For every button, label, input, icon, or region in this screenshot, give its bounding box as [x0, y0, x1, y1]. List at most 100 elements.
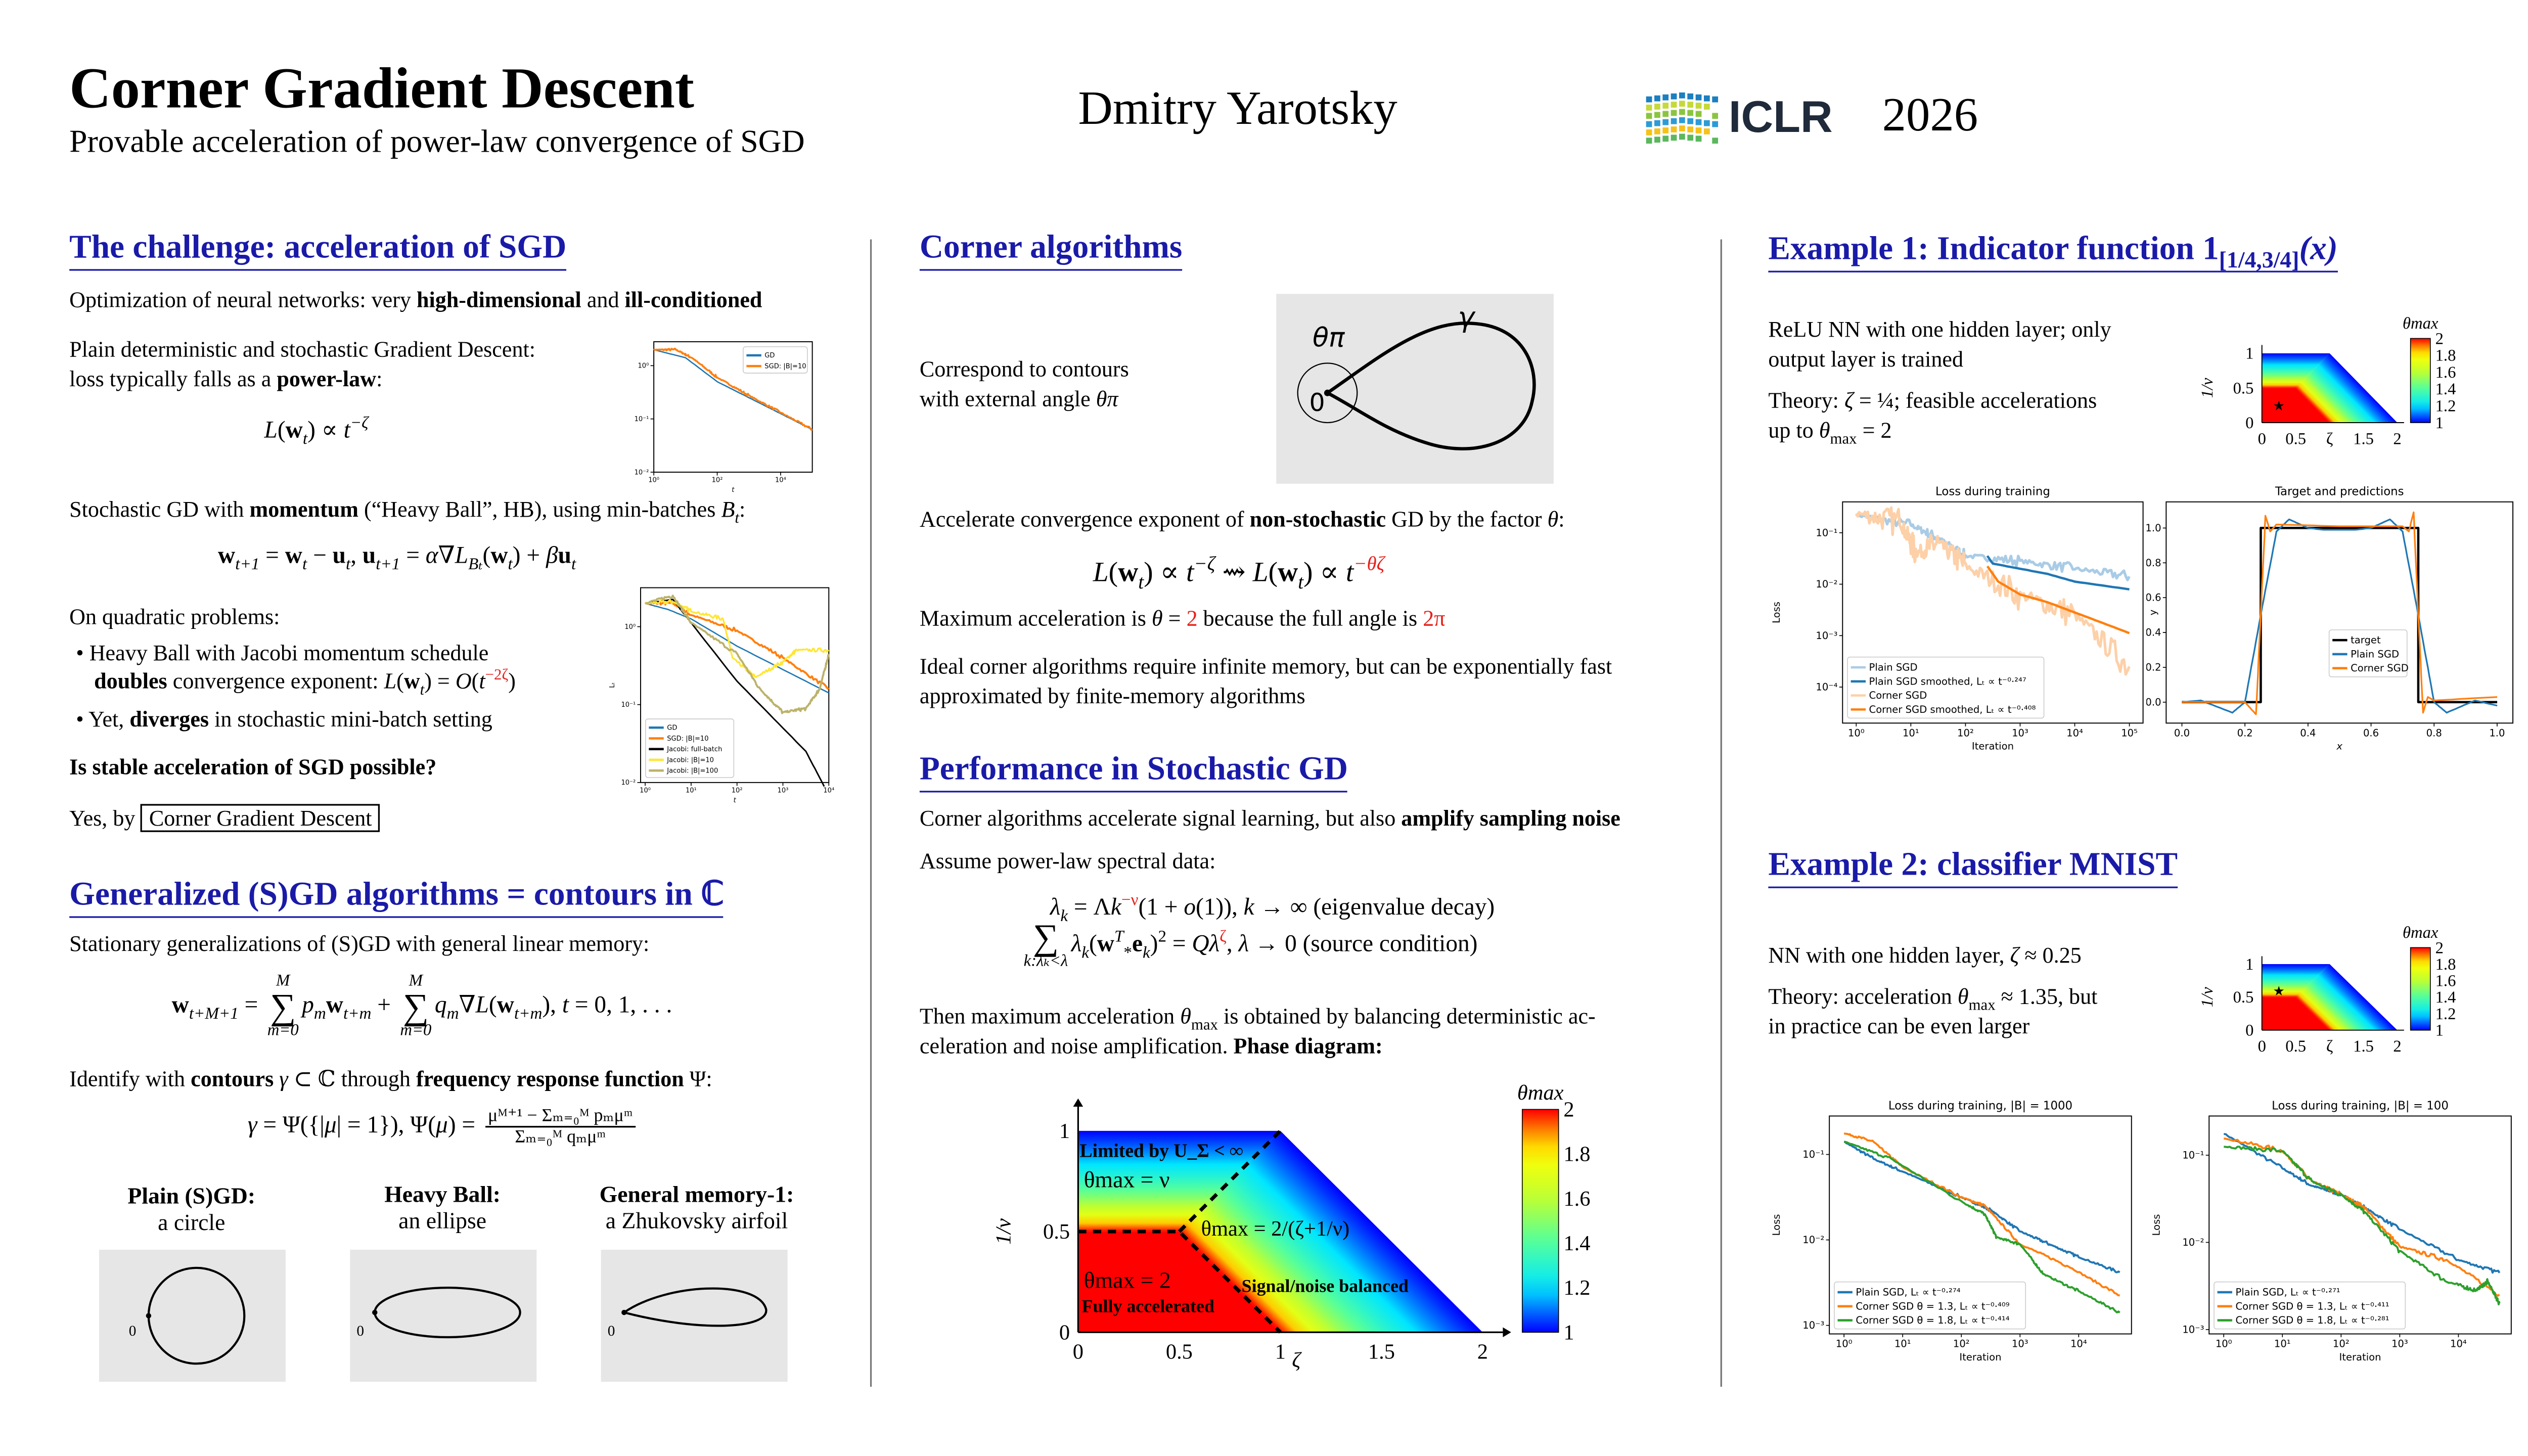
paragraph: Maximum acceleration is θ = 2 because th… — [919, 606, 1446, 631]
logo-dot — [1654, 136, 1660, 143]
text-run: ill-conditioned — [624, 287, 762, 312]
text-run: w — [403, 668, 420, 694]
legend-label: Jacobi: |B|=10 — [666, 756, 714, 764]
y-tick-label: 10⁻³ — [2182, 1324, 2204, 1335]
logo-dot — [1712, 121, 1719, 127]
colorbar-tick-label: 1.2 — [1563, 1276, 1590, 1300]
region-fully-accelerated — [2262, 388, 2330, 423]
y-tick-label: 0 — [2245, 414, 2253, 432]
y-tick-label: 0 — [2245, 1022, 2253, 1040]
logo-dot — [1687, 102, 1694, 108]
contour-caption: Plain (S)GD: a circle — [93, 1186, 291, 1238]
text-run: w — [326, 992, 344, 1019]
text-run: λ — [1050, 894, 1061, 922]
y-axis-label: 1/ν — [2198, 987, 2217, 1007]
logo-dot — [1646, 113, 1652, 119]
colorbar-tick-label: 1.4 — [2435, 380, 2456, 398]
plot-frame — [2165, 501, 2514, 724]
text-run: t+M+1 — [189, 1006, 239, 1024]
text-run: L — [475, 992, 489, 1019]
legend: target Plain SGD Corner SGD — [2328, 629, 2409, 677]
paragraph: Assume power-law spectral data: — [919, 848, 1216, 874]
formula-acceleration: L(wt) ∝ t−ζ ⇝ L(wt) ∝ t−θζ — [1093, 552, 1385, 594]
formula-source-condition: ∑ k:λₖ<λ λk(wT*ek)2 = Qλζ, λ → 0 (source c… — [1023, 916, 1478, 971]
text-run: t+1 — [376, 556, 400, 575]
legend-box — [2214, 1281, 2406, 1330]
logo-dot — [1712, 113, 1719, 119]
logo-dot — [1712, 138, 1719, 144]
logo-dot — [1703, 95, 1710, 102]
legend-label: Jacobi: full-batch — [666, 746, 722, 753]
x-tick-label: 0.2 — [2237, 727, 2253, 739]
colorbar-label: θmax — [2403, 926, 2439, 942]
x-axis-label: t — [734, 797, 737, 804]
origin-point — [146, 1313, 152, 1318]
text-run: u — [362, 543, 376, 570]
text-run: m — [446, 1006, 459, 1024]
x-tick-label: 1.5 — [1368, 1340, 1395, 1364]
star-marker-icon: ★ — [2273, 984, 2284, 999]
colorbar-tick-label: 1.2 — [2435, 397, 2456, 416]
logo-dot — [1703, 120, 1710, 126]
legend-box — [2328, 629, 2408, 677]
series-line — [645, 595, 830, 714]
colorbar-tick-label: 1.8 — [2435, 956, 2456, 974]
x-tick-label: 1 — [1275, 1340, 1286, 1364]
x-tick-label: 1.0 — [2489, 727, 2505, 739]
text-run: amplify sampling noise — [1401, 805, 1620, 831]
text-run: max — [1830, 432, 1857, 449]
y-axis-label: Loss — [1771, 1214, 1782, 1236]
logo-dot — [1695, 127, 1702, 133]
logo-dot — [1712, 96, 1719, 103]
logo-dot — [1671, 93, 1677, 100]
colorbar-tick-label: 1.6 — [1563, 1187, 1590, 1211]
y-axis-arrow-icon — [1073, 1098, 1084, 1107]
legend-box — [1847, 656, 2045, 719]
y-tick-label: 10⁻¹ — [1802, 1149, 1824, 1160]
colorbar — [1521, 1109, 1559, 1333]
x-tick-label: 10⁵ — [2121, 727, 2138, 739]
legend-label: SGD: |B|=10 — [764, 362, 806, 370]
origin-label: 0 — [129, 1323, 137, 1339]
angle-circle — [1297, 362, 1358, 424]
paragraph: Theory: acceleration θmax ≈ 1.35, but — [1768, 984, 2098, 1015]
text-run: L — [384, 668, 397, 694]
text-run: Phase diagram: — [1233, 1033, 1383, 1059]
series-line — [653, 347, 813, 431]
x-tick-label: 0.5 — [1166, 1340, 1193, 1364]
text-run: [1/4,3/4] — [2219, 249, 2299, 275]
iclr-logo-mark-icon: ICLR — [1646, 92, 1833, 144]
legend: Plain SGD, Lₜ ∝ t⁻⁰·²⁷¹ Corner SGD θ = 1.… — [2214, 1281, 2406, 1330]
text-run: ζ — [1844, 388, 1854, 413]
paragraph: Accelerate convergence exponent of non-s… — [919, 507, 1565, 532]
series-line — [1855, 512, 2131, 581]
legend-box — [645, 718, 735, 778]
column-divider — [1720, 239, 1722, 1387]
x-tick-label: 10² — [712, 477, 723, 484]
logo-dot — [1695, 135, 1702, 142]
x-tick-label: ζ — [2326, 430, 2333, 448]
y-tick-label: 10⁻³ — [1802, 1320, 1824, 1331]
section-heading-challenge: The challenge: acceleration of SGD — [69, 230, 567, 271]
x-tick-label: 10⁰ — [640, 787, 651, 794]
y-tick-label: 10⁻¹ — [635, 416, 649, 423]
circle-contour — [147, 1266, 246, 1365]
text-run: e — [1132, 931, 1143, 958]
x-tick-label: 10³ — [778, 787, 789, 794]
conference-year: 2026 — [1882, 89, 1978, 142]
text-run: diverges — [129, 706, 209, 732]
x-tick-label: 10⁴ — [823, 787, 834, 794]
text-run: w — [1097, 931, 1115, 958]
colorbar-tick-label: 1 — [2435, 1022, 2444, 1040]
y-axis-label: Loss — [1771, 602, 1782, 623]
colorbar-tick-label: 1.4 — [2435, 988, 2456, 1007]
text-run: λ — [1238, 931, 1249, 958]
y-axis-label: Lₜ — [609, 682, 616, 688]
paragraph: Correspond to contours — [919, 356, 1129, 382]
logo-dot — [1679, 109, 1685, 115]
logo-dot — [1687, 110, 1694, 116]
section-heading-performance: Performance in Stochastic GD — [919, 751, 1348, 793]
text-run: 2 — [1158, 928, 1167, 947]
colorbar-tick-label: 2 — [2435, 330, 2444, 348]
